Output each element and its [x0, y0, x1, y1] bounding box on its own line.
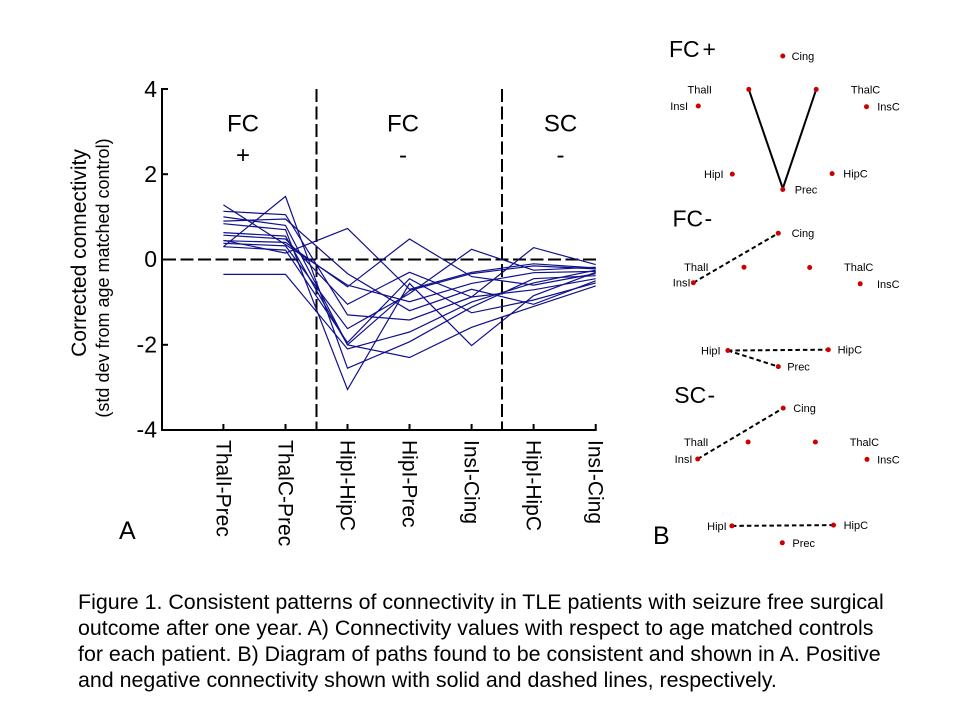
svg-text:HipI-Prec: HipI-Prec	[398, 440, 421, 528]
svg-text:ThalC-Prec: ThalC-Prec	[274, 440, 297, 546]
svg-text:Cing: Cing	[793, 403, 816, 415]
svg-text:ThalI-Prec: ThalI-Prec	[211, 440, 234, 537]
svg-text:ThalC: ThalC	[851, 85, 880, 97]
svg-text:Cing: Cing	[792, 228, 815, 240]
svg-text:InsI: InsI	[673, 278, 691, 290]
svg-text:FC: FC	[227, 111, 259, 138]
svg-text:HipI: HipI	[704, 169, 724, 181]
svg-text:HipI: HipI	[707, 521, 727, 533]
svg-text:HipC: HipC	[838, 345, 863, 357]
svg-text:-: -	[708, 382, 716, 408]
svg-text:InsI-Cing: InsI-Cing	[584, 440, 607, 524]
svg-text:2: 2	[144, 161, 157, 187]
svg-text:-: -	[557, 142, 565, 169]
svg-text:ThalC: ThalC	[850, 437, 879, 449]
svg-text:B: B	[653, 522, 670, 550]
svg-text:InsC: InsC	[877, 102, 900, 114]
svg-text:Prec: Prec	[787, 362, 810, 374]
svg-text:4: 4	[144, 76, 157, 102]
svg-text:Prec: Prec	[792, 538, 815, 550]
svg-text:FC: FC	[673, 206, 704, 232]
svg-text:-: -	[705, 206, 713, 232]
svg-text:ThalI: ThalI	[684, 437, 708, 449]
svg-text:HipI: HipI	[701, 346, 721, 358]
svg-text:Figure 1. Consistent patterns: Figure 1. Consistent patterns of connect…	[78, 590, 884, 614]
svg-text:FC: FC	[669, 36, 700, 62]
svg-text:HipI-HipC: HipI-HipC	[522, 440, 545, 531]
svg-text:InsI: InsI	[670, 101, 688, 113]
svg-text:0: 0	[144, 246, 157, 272]
svg-text:for each patient. B) Diagram o: for each patient. B) Diagram of paths fo…	[78, 642, 881, 666]
svg-text:SC: SC	[544, 111, 577, 138]
svg-text:HipC: HipC	[843, 169, 868, 181]
svg-text:InsI: InsI	[675, 454, 693, 466]
svg-text:ThalI: ThalI	[688, 85, 712, 97]
svg-text:ThalC: ThalC	[844, 262, 873, 274]
svg-text:Cing: Cing	[792, 51, 815, 63]
svg-text:SC: SC	[674, 382, 706, 408]
svg-text:HipI-HipC: HipI-HipC	[336, 440, 359, 531]
svg-text:-: -	[399, 142, 407, 169]
svg-text:Corrected connectivity: Corrected connectivity	[68, 149, 91, 357]
svg-text:-4: -4	[137, 417, 158, 443]
svg-text:and negative connectivity show: and negative connectivity shown with sol…	[78, 668, 777, 692]
svg-text:ThalI: ThalI	[684, 262, 708, 274]
svg-text:A: A	[119, 517, 136, 545]
svg-text:outcome after one year. A) Con: outcome after one year. A) Connectivity …	[78, 616, 873, 640]
svg-text:HipC: HipC	[844, 520, 869, 532]
svg-text:InsI-Cing: InsI-Cing	[460, 440, 483, 524]
svg-text:(std dev from age matched cont: (std dev from age matched control)	[93, 138, 113, 417]
svg-text:-2: -2	[137, 332, 157, 358]
svg-text:Prec: Prec	[795, 185, 818, 197]
svg-text:InsC: InsC	[877, 454, 900, 466]
svg-text:+: +	[236, 142, 250, 169]
svg-text:FC: FC	[387, 111, 419, 138]
svg-text:InsC: InsC	[877, 279, 900, 291]
svg-text:+: +	[703, 36, 716, 62]
